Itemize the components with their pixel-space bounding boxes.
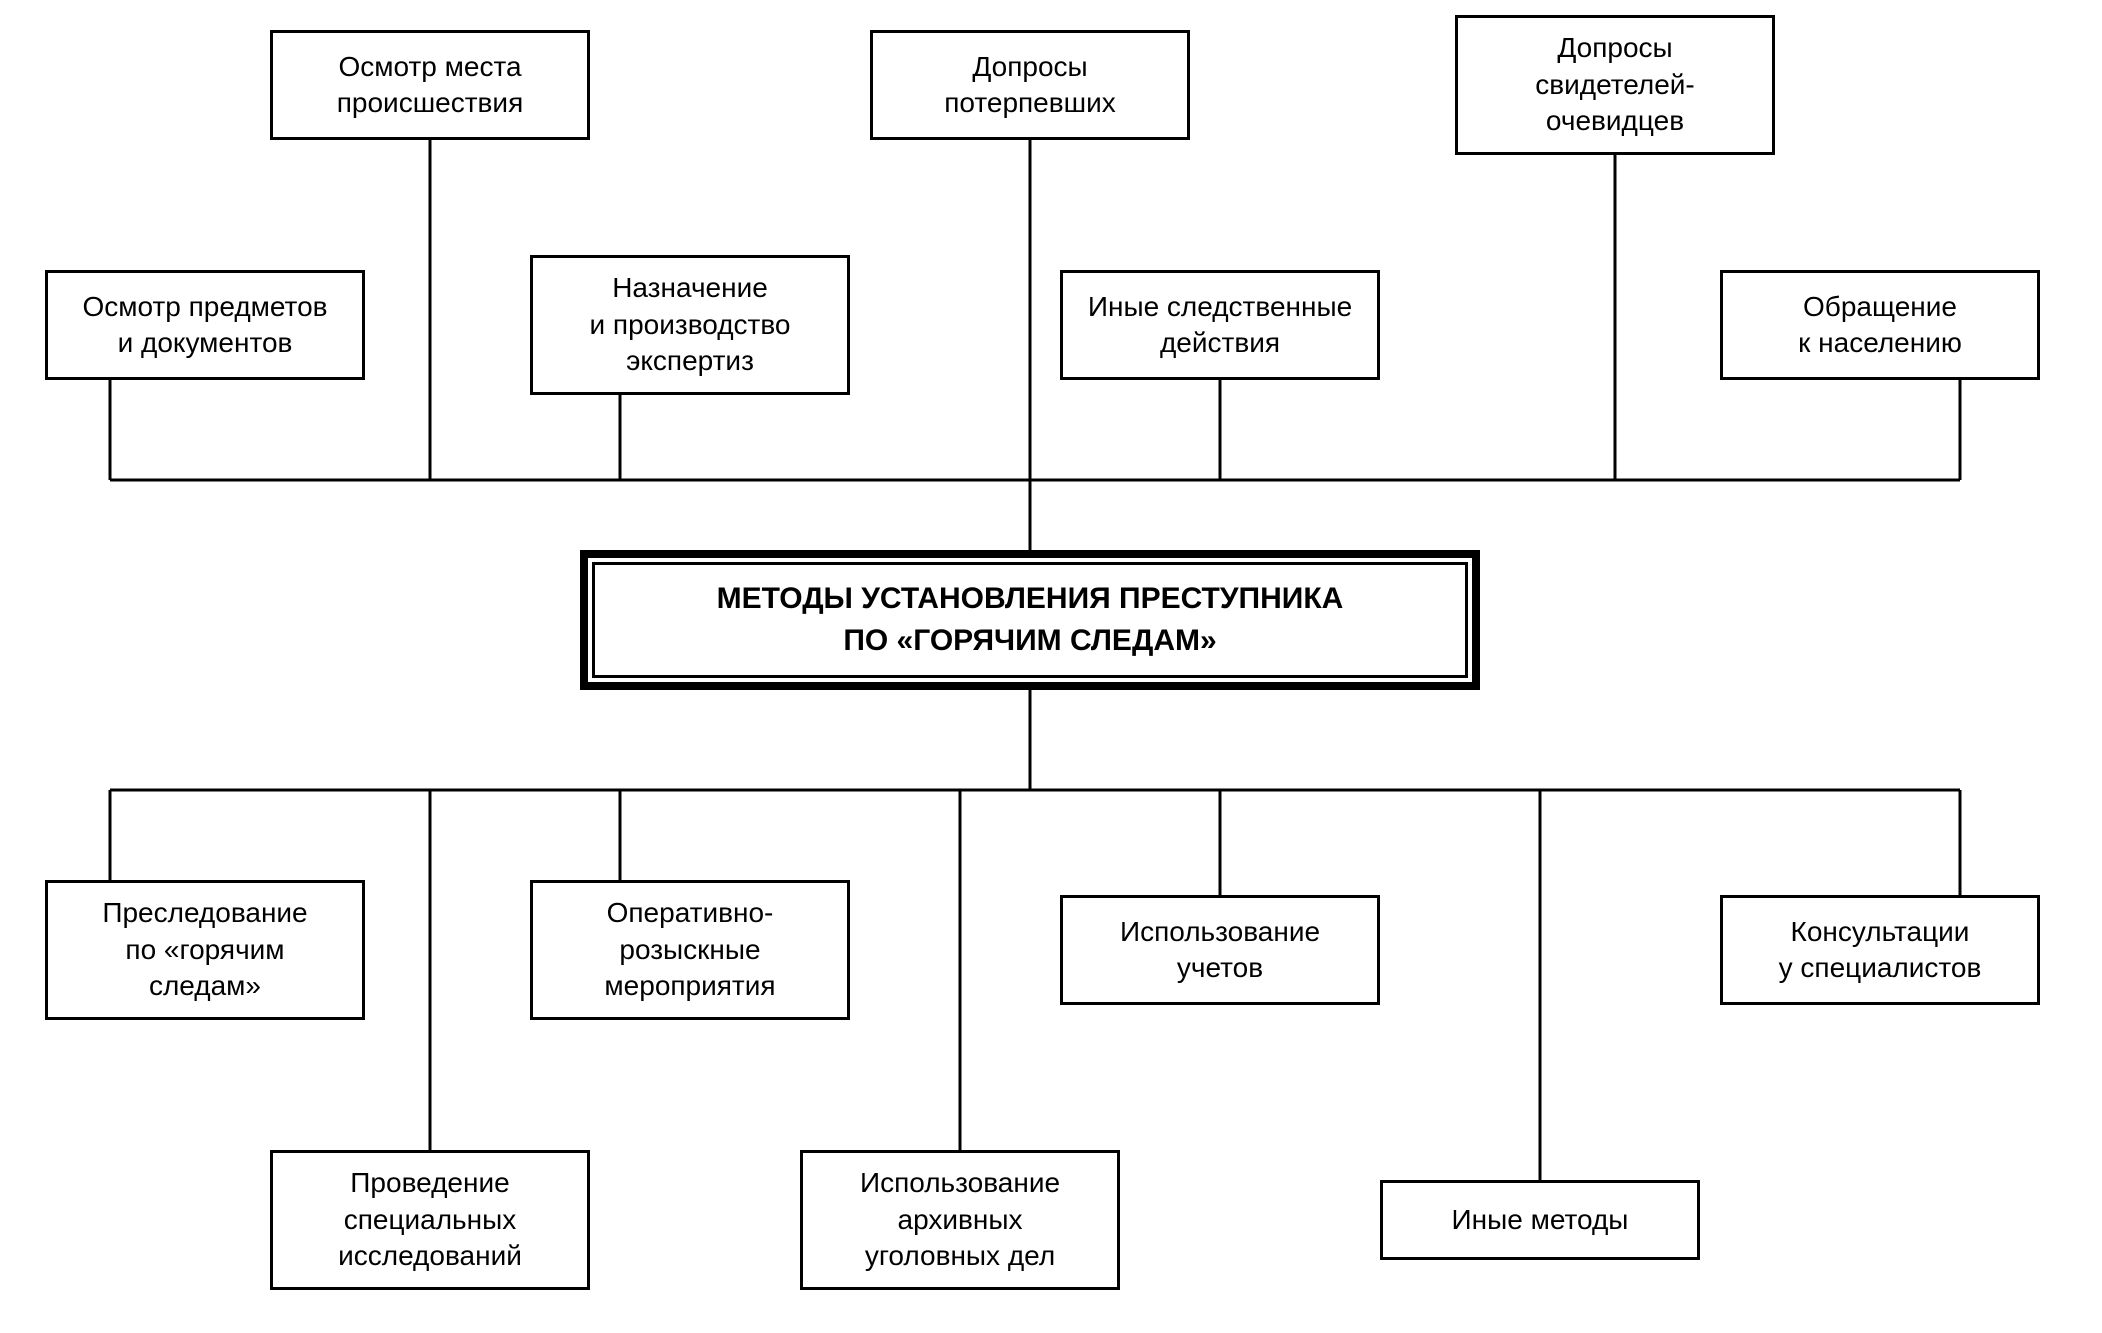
node-records: Использованиеучетов	[1060, 895, 1380, 1005]
node-other-inv: Иные следственныедействия	[1060, 270, 1380, 380]
node-label: МЕТОДЫ УСТАНОВЛЕНИЯ ПРЕСТУПНИКАПО «ГОРЯЧ…	[717, 578, 1344, 662]
node-appeal: Обращениек населению	[1720, 270, 2040, 380]
node-label: Допросыпотерпевших	[944, 49, 1116, 122]
node-label: Иные методы	[1452, 1202, 1629, 1238]
node-label: Осмотр местапроисшествия	[337, 49, 523, 122]
node-archive: Использованиеархивныхуголовных дел	[800, 1150, 1120, 1290]
node-label: Допросысвидетелей-очевидцев	[1535, 30, 1695, 139]
node-label: Обращениек населению	[1798, 289, 1962, 362]
node-special: Проведениеспециальныхисследований	[270, 1150, 590, 1290]
node-label: Осмотр предметови документов	[82, 289, 327, 362]
node-scene: Осмотр местапроисшествия	[270, 30, 590, 140]
node-label: Консультацииу специалистов	[1779, 914, 1982, 987]
node-consult: Консультацииу специалистов	[1720, 895, 2040, 1005]
node-witnesses: Допросысвидетелей-очевидцев	[1455, 15, 1775, 155]
node-label: Преследованиепо «горячимследам»	[102, 895, 307, 1004]
node-objects: Осмотр предметови документов	[45, 270, 365, 380]
node-label: Проведениеспециальныхисследований	[338, 1165, 522, 1274]
node-pursuit: Преследованиепо «горячимследам»	[45, 880, 365, 1020]
node-label: Использованиеучетов	[1120, 914, 1320, 987]
node-label: Назначениеи производствоэкспертиз	[589, 270, 790, 379]
node-label: Использованиеархивныхуголовных дел	[860, 1165, 1060, 1274]
node-label: Иные следственныедействия	[1088, 289, 1352, 362]
node-expert: Назначениеи производствоэкспертиз	[530, 255, 850, 395]
node-center: МЕТОДЫ УСТАНОВЛЕНИЯ ПРЕСТУПНИКАПО «ГОРЯЧ…	[580, 550, 1480, 690]
node-victims: Допросыпотерпевших	[870, 30, 1190, 140]
node-operative: Оперативно-розыскныемероприятия	[530, 880, 850, 1020]
node-other-methods: Иные методы	[1380, 1180, 1700, 1260]
node-label: Оперативно-розыскныемероприятия	[604, 895, 775, 1004]
